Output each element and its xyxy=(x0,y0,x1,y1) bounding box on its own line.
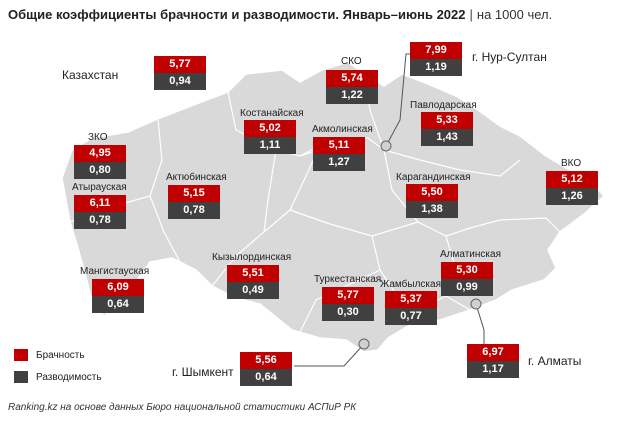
legend-divorce-label: Разводимость xyxy=(36,371,102,383)
label-pavlodar: Павлодарская xyxy=(410,100,477,111)
divorce-value: 0,94 xyxy=(154,73,206,90)
badge-mangystau: 6,09 0,64 xyxy=(92,279,144,313)
label-kyzylorda: Кызылординская xyxy=(212,252,292,263)
divorce-value: 1,17 xyxy=(467,361,519,378)
label-vko: ВКО xyxy=(561,158,582,169)
source-note: Ranking.kz на основе данных Бюро национа… xyxy=(8,402,357,413)
badge-kazakhstan: 5,77 0,94 xyxy=(154,56,206,90)
marriage-value: 5,15 xyxy=(168,185,220,202)
label-atyrau: Атырауская xyxy=(72,182,127,193)
label-karaganda: Карагандинская xyxy=(396,172,471,183)
divorce-value: 1,43 xyxy=(421,129,473,146)
label-turkestan: Туркестанская xyxy=(314,274,382,285)
label-kazakhstan: Казахстан xyxy=(62,68,119,82)
badge-zhambyl: 5,37 0,77 xyxy=(385,291,437,325)
marriage-value: 5,33 xyxy=(421,112,473,129)
divorce-value: 0,30 xyxy=(322,304,374,321)
marriage-value: 6,11 xyxy=(74,195,126,212)
divorce-value: 1,11 xyxy=(244,137,296,154)
badge-sko: 5,74 1,22 xyxy=(326,70,378,104)
marriage-value: 5,50 xyxy=(406,184,458,201)
marriage-value: 7,99 xyxy=(410,42,462,59)
badge-kostanay: 5,02 1,11 xyxy=(244,120,296,154)
legend-marriage-label: Брачность xyxy=(36,349,85,361)
label-zko: ЗКО xyxy=(88,132,108,143)
title-unit: на 1000 чел. xyxy=(476,7,553,22)
divorce-value: 0,64 xyxy=(92,296,144,313)
marriage-value: 5,30 xyxy=(441,262,493,279)
badge-atyrau: 6,11 0,78 xyxy=(74,195,126,229)
label-kostanay: Костанайская xyxy=(240,108,304,119)
label-akmola: Акмолинская xyxy=(312,124,373,135)
label-aktobe: Актюбинская xyxy=(166,172,227,183)
badge-aktobe: 5,15 0,78 xyxy=(168,185,220,219)
marriage-value: 5,37 xyxy=(385,291,437,308)
almaty-marker xyxy=(470,298,482,310)
divorce-value: 1,27 xyxy=(313,154,365,171)
marriage-value: 4,95 xyxy=(74,145,126,162)
divorce-value: 1,22 xyxy=(326,87,378,104)
marriage-value: 5,11 xyxy=(313,137,365,154)
marriage-value: 5,02 xyxy=(244,120,296,137)
divorce-value: 0,78 xyxy=(74,212,126,229)
badge-turkestan: 5,77 0,30 xyxy=(322,287,374,321)
badge-vko: 5,12 1,26 xyxy=(546,171,598,205)
divorce-value: 1,38 xyxy=(406,201,458,218)
title-separator: | xyxy=(469,7,473,22)
label-almaty-city: г. Алматы xyxy=(528,354,582,368)
divorce-value: 1,19 xyxy=(410,59,462,76)
divorce-value: 0,78 xyxy=(168,202,220,219)
legend-divorce: Разводимость xyxy=(14,371,102,383)
marriage-value: 5,74 xyxy=(326,70,378,87)
badge-karaganda: 5,50 1,38 xyxy=(406,184,458,218)
badge-shymkent: 5,56 0,64 xyxy=(240,352,292,386)
title-main: Общие коэффициенты брачности и разводимо… xyxy=(8,7,466,22)
divorce-value: 1,26 xyxy=(546,188,598,205)
label-shymkent: г. Шымкент xyxy=(172,365,234,379)
marriage-swatch xyxy=(14,349,28,361)
divorce-value: 0,77 xyxy=(385,308,437,325)
marriage-value: 6,09 xyxy=(92,279,144,296)
marriage-value: 5,51 xyxy=(227,265,279,282)
badge-pavlodar: 5,33 1,43 xyxy=(421,112,473,146)
marriage-value: 6,97 xyxy=(467,344,519,361)
divorce-value: 0,99 xyxy=(441,279,493,296)
marriage-value: 5,12 xyxy=(546,171,598,188)
badge-zko: 4,95 0,80 xyxy=(74,145,126,179)
label-zhambyl: Жамбылская xyxy=(380,279,441,290)
page-title: Общие коэффициенты брачности и разводимо… xyxy=(8,7,552,22)
marriage-value: 5,56 xyxy=(240,352,292,369)
city-markers xyxy=(358,140,482,350)
divorce-value: 0,80 xyxy=(74,162,126,179)
marriage-value: 5,77 xyxy=(322,287,374,304)
badge-akmola: 5,11 1,27 xyxy=(313,137,365,171)
shymkent-marker xyxy=(358,338,370,350)
marriage-value: 5,77 xyxy=(154,56,206,73)
badge-kyzylorda: 5,51 0,49 xyxy=(227,265,279,299)
nur-sultan-marker xyxy=(380,140,392,152)
badge-almaty-oblast: 5,30 0,99 xyxy=(441,262,493,296)
label-mangystau: Мангистауская xyxy=(80,266,150,277)
divorce-value: 0,64 xyxy=(240,369,292,386)
label-sko: СКО xyxy=(341,56,362,67)
connector-lines xyxy=(294,53,485,367)
badge-almaty-city: 6,97 1,17 xyxy=(467,344,519,378)
legend-marriage: Брачность xyxy=(14,349,85,361)
divorce-value: 0,49 xyxy=(227,282,279,299)
label-almaty-oblast: Алматинская xyxy=(440,249,501,260)
badge-nur-sultan: 7,99 1,19 xyxy=(410,42,462,76)
divorce-swatch xyxy=(14,371,28,383)
label-nur-sultan: г. Нур-Султан xyxy=(472,50,547,64)
